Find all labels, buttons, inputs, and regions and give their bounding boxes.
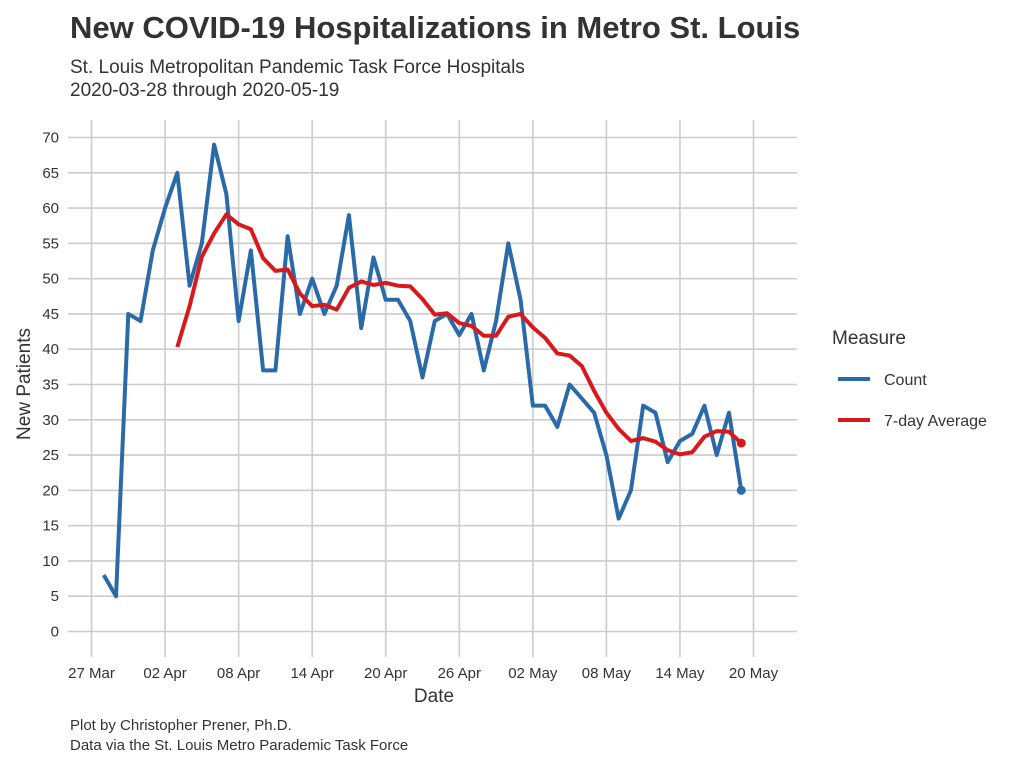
- series-end-point-count: [736, 485, 746, 495]
- x-tick-label: 20 May: [729, 665, 779, 682]
- chart-subtitle-line-2: 2020-03-28 through 2020-05-19: [70, 80, 339, 101]
- series-end-point-7-day-average: [736, 438, 746, 448]
- y-tick-label: 40: [42, 341, 59, 358]
- series-line-count: [102, 142, 744, 599]
- legend-title: Measure: [832, 328, 906, 349]
- x-tick-label: 27 Mar: [68, 665, 115, 682]
- chart-title: New COVID-19 Hospitalizations in Metro S…: [70, 10, 800, 45]
- y-tick-label: 25: [42, 447, 59, 464]
- x-tick-label: 14 May: [655, 665, 705, 682]
- caption-line-1: Plot by Christopher Prener, Ph.D.: [70, 717, 292, 734]
- y-tick-label: 20: [42, 482, 59, 499]
- y-tick-label: 50: [42, 271, 59, 288]
- y-tick-label: 0: [51, 624, 59, 641]
- x-tick-label: 02 Apr: [143, 665, 186, 682]
- y-gridlines: [68, 136, 797, 633]
- x-tick-label: 20 Apr: [364, 665, 407, 682]
- x-tick-label: 26 Apr: [438, 665, 481, 682]
- y-tick-label: 15: [42, 518, 59, 535]
- chart-subtitle-line-1: St. Louis Metropolitan Pandemic Task For…: [70, 57, 525, 78]
- y-tick-label: 35: [42, 377, 59, 394]
- x-axis-ticks: 27 Mar 02 Apr 08 Apr 14 Apr 20 Apr 26 Apr 02 M…: [68, 665, 778, 682]
- y-tick-label: 45: [42, 306, 59, 323]
- x-axis-title: Date: [414, 686, 454, 707]
- y-axis-title: New Patients: [14, 328, 35, 440]
- series-layer: [102, 142, 746, 599]
- y-tick-label: 30: [42, 412, 59, 429]
- y-tick-label: 65: [42, 165, 59, 182]
- y-tick-label: 5: [51, 588, 59, 605]
- x-tick-label: 08 May: [582, 665, 632, 682]
- y-tick-label: 55: [42, 235, 59, 252]
- x-tick-label: 02 May: [508, 665, 558, 682]
- legend-label-count: Count: [884, 372, 927, 389]
- legend-label-7-day-average: 7-day Average: [884, 413, 987, 430]
- series-line-7-day-average: [175, 212, 743, 457]
- legend: Measure Count 7-day Average: [832, 328, 987, 430]
- x-gridlines: [90, 120, 755, 657]
- y-tick-label: 70: [42, 130, 59, 147]
- x-tick-label: 08 Apr: [217, 665, 260, 682]
- y-tick-label: 60: [42, 200, 59, 217]
- caption-line-2: Data via the St. Louis Metro Parademic T…: [70, 737, 408, 754]
- y-tick-label: 10: [42, 553, 59, 570]
- x-tick-label: 14 Apr: [290, 665, 333, 682]
- y-axis-ticks: 0 5 10 15 20 25 30 35 40 45 50 55 60 65 70: [42, 130, 59, 641]
